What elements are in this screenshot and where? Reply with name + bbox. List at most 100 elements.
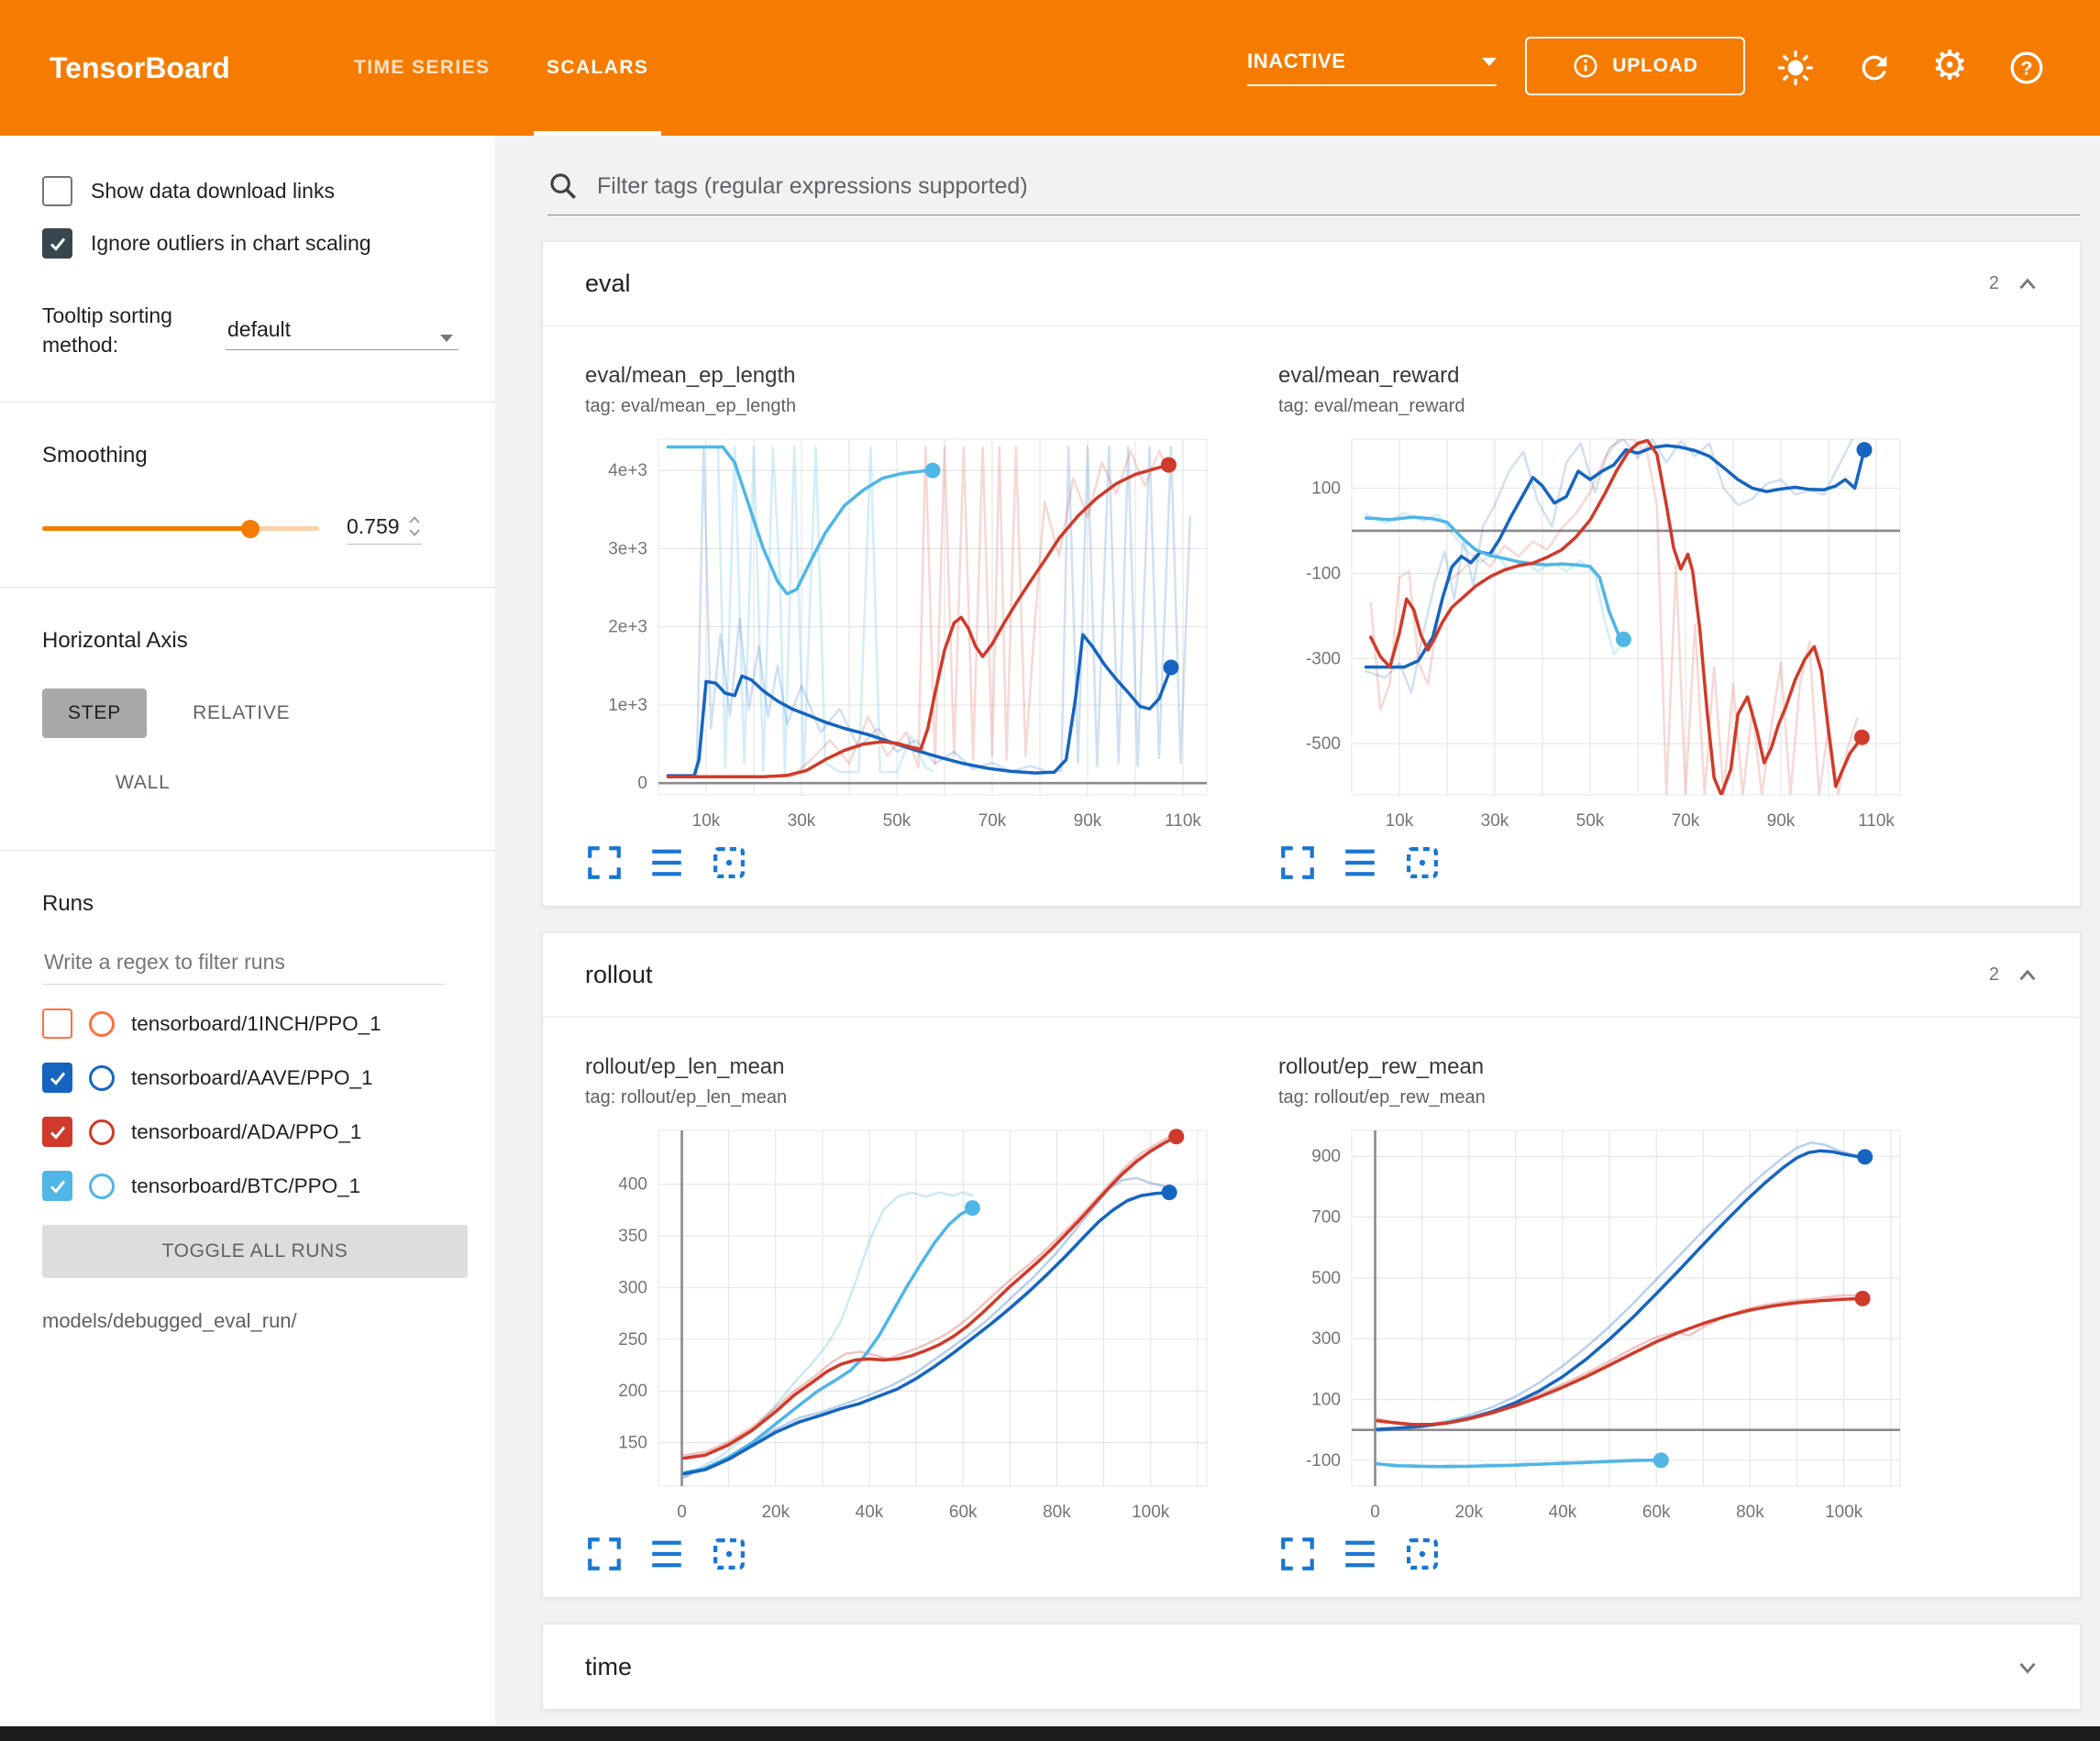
svg-text:-100: -100: [1306, 1451, 1341, 1471]
data-table-icon[interactable]: [647, 843, 686, 882]
section-rollout-header[interactable]: rollout 2: [543, 933, 2080, 1018]
option-ignore-outliers[interactable]: Ignore outliers in chart scaling: [42, 228, 495, 259]
info-icon: [1574, 54, 1597, 78]
run-row-ada[interactable]: tensorboard/ADA/PPO_1: [42, 1117, 495, 1148]
run-checkbox[interactable]: [42, 1063, 72, 1094]
fit-domain-icon[interactable]: [1403, 843, 1442, 882]
smoothing-slider-knob[interactable]: [240, 519, 260, 538]
chart-rollout-ep-len-mean: rollout/ep_len_mean tag: rollout/ep_len_…: [585, 1054, 1218, 1573]
runs-directory-label: models/debugged_eval_run/: [42, 1309, 297, 1333]
svg-text:110k: 110k: [1858, 811, 1895, 831]
ignore-outliers-label: Ignore outliers in chart scaling: [91, 231, 371, 255]
help-icon[interactable]: ?: [2008, 50, 2045, 86]
run-color-circle: [89, 1118, 115, 1145]
run-color-circle: [89, 1173, 115, 1199]
run-checkbox[interactable]: [42, 1117, 72, 1148]
run-checkbox[interactable]: [42, 1171, 72, 1202]
section-time-header[interactable]: time: [543, 1625, 2080, 1709]
chart-toolbar: [585, 843, 1218, 882]
axis-relative-button[interactable]: RELATIVE: [167, 689, 315, 738]
run-label: tensorboard/ADA/PPO_1: [131, 1119, 362, 1143]
data-table-icon[interactable]: [1341, 1535, 1379, 1573]
chart-title: rollout/ep_len_mean: [585, 1054, 785, 1079]
run-row-1inch[interactable]: tensorboard/1INCH/PPO_1: [42, 1008, 495, 1040]
tooltip-sorting-label: Tooltip sorting method:: [42, 303, 172, 358]
data-table-icon[interactable]: [1341, 843, 1379, 882]
status-dropdown[interactable]: INACTIVE: [1247, 39, 1497, 86]
section-title: rollout: [585, 961, 653, 988]
line-chart[interactable]: 10k 30k 50k 70k 90k 110k 0 1e+3 2e+3 3e+3 4e+3: [585, 430, 1218, 838]
svg-text:2e+3: 2e+3: [608, 618, 647, 637]
smoothing-slider[interactable]: [42, 519, 319, 538]
svg-text:50k: 50k: [883, 811, 912, 831]
run-label: tensorboard/BTC/PPO_1: [131, 1174, 361, 1197]
svg-text:700: 700: [1311, 1208, 1341, 1228]
fit-domain-icon[interactable]: [710, 843, 748, 882]
expand-chart-icon[interactable]: [1278, 1535, 1317, 1573]
chevron-down-icon[interactable]: [2014, 1653, 2041, 1680]
chart-rollout-ep-rew-mean: rollout/ep_rew_mean tag: rollout/ep_rew_…: [1278, 1054, 1911, 1573]
svg-text:300: 300: [1311, 1329, 1341, 1349]
svg-text:110k: 110k: [1165, 811, 1201, 831]
tab-time-series[interactable]: TIME SERIES: [354, 57, 491, 78]
runs-filter-input[interactable]: [42, 944, 446, 986]
chart-title: rollout/ep_rew_mean: [1278, 1054, 1485, 1079]
chevron-up-icon[interactable]: [2014, 270, 2041, 298]
settings-sidebar: Show data download links Ignore outliers…: [0, 136, 495, 1726]
svg-text:0: 0: [677, 1503, 687, 1522]
chevron-up-icon[interactable]: [2014, 962, 2041, 989]
show-download-links-checkbox[interactable]: [42, 176, 72, 206]
svg-text:20k: 20k: [1454, 1503, 1483, 1522]
svg-text:400: 400: [618, 1175, 647, 1195]
line-chart[interactable]: 0 20k 40k 60k 80k 100k 150 200 250 300 350 400: [585, 1121, 1218, 1529]
run-row-btc[interactable]: tensorboard/BTC/PPO_1: [42, 1171, 495, 1202]
settings-gear-icon[interactable]: ⚙: [1931, 43, 1968, 88]
line-chart[interactable]: 0 20k 40k 60k 80k 100k -100 100 300 500 700 900: [1278, 1121, 1911, 1529]
expand-chart-icon[interactable]: [585, 1535, 624, 1573]
data-table-icon[interactable]: [647, 1535, 686, 1573]
svg-text:100k: 100k: [1132, 1503, 1170, 1522]
expand-chart-icon[interactable]: [1278, 843, 1317, 882]
svg-text:1e+3: 1e+3: [608, 696, 647, 715]
tooltip-sorting-select[interactable]: default: [226, 301, 459, 350]
svg-text:80k: 80k: [1043, 1503, 1071, 1522]
tab-scalars[interactable]: SCALARS: [534, 0, 662, 136]
fit-domain-icon[interactable]: [710, 1535, 748, 1573]
run-row-aave[interactable]: tensorboard/AAVE/PPO_1: [42, 1063, 495, 1094]
chart-eval-mean-reward: eval/mean_reward tag: eval/mean_reward 1…: [1278, 363, 1911, 882]
axis-step-button[interactable]: STEP: [42, 689, 148, 739]
stepper-arrows-icon[interactable]: [407, 512, 422, 540]
svg-text:100: 100: [1311, 1390, 1341, 1409]
fit-domain-icon[interactable]: [1403, 1535, 1442, 1573]
tag-filter-input[interactable]: [597, 172, 2080, 200]
top-bar: TensorBoard TIME SERIES SCALARS INACTIVE…: [0, 0, 2100, 136]
ignore-outliers-checkbox[interactable]: [42, 228, 72, 259]
section-eval-header[interactable]: eval 2: [543, 242, 2080, 326]
svg-text:100: 100: [1311, 479, 1341, 498]
axis-wall-button[interactable]: WALL: [90, 758, 196, 808]
tag-filter-bar: [547, 171, 2080, 215]
expand-chart-icon[interactable]: [585, 843, 624, 882]
refresh-icon[interactable]: [1856, 50, 1893, 86]
brightness-icon[interactable]: [1777, 50, 1814, 86]
chart-tag: tag: rollout/ep_rew_mean: [1278, 1087, 1486, 1107]
show-download-links-label: Show data download links: [91, 179, 335, 203]
section-chart-count: 2: [1988, 964, 1999, 985]
run-checkbox[interactable]: [42, 1008, 72, 1040]
option-show-download-links[interactable]: Show data download links: [42, 176, 495, 206]
section-eval: eval 2 eval/mean_ep_length tag: eval/mea…: [542, 241, 2081, 907]
svg-text:90k: 90k: [1767, 811, 1796, 831]
svg-text:900: 900: [1311, 1147, 1341, 1166]
smoothing-slider-fill: [42, 526, 250, 532]
svg-text:250: 250: [618, 1330, 647, 1350]
svg-text:90k: 90k: [1074, 811, 1102, 831]
svg-text:0: 0: [637, 774, 647, 793]
svg-text:40k: 40k: [856, 1503, 884, 1522]
toggle-all-runs-button[interactable]: TOGGLE ALL RUNS: [42, 1225, 468, 1279]
chart-toolbar: [585, 1535, 1218, 1573]
divider: [0, 587, 495, 589]
smoothing-value-input[interactable]: [347, 513, 407, 539]
smoothing-value-box: [347, 512, 422, 545]
upload-button[interactable]: UPLOAD: [1525, 37, 1745, 95]
line-chart[interactable]: 10k 30k 50k 70k 90k 110k 100 -100 -300 -500: [1278, 430, 1911, 838]
